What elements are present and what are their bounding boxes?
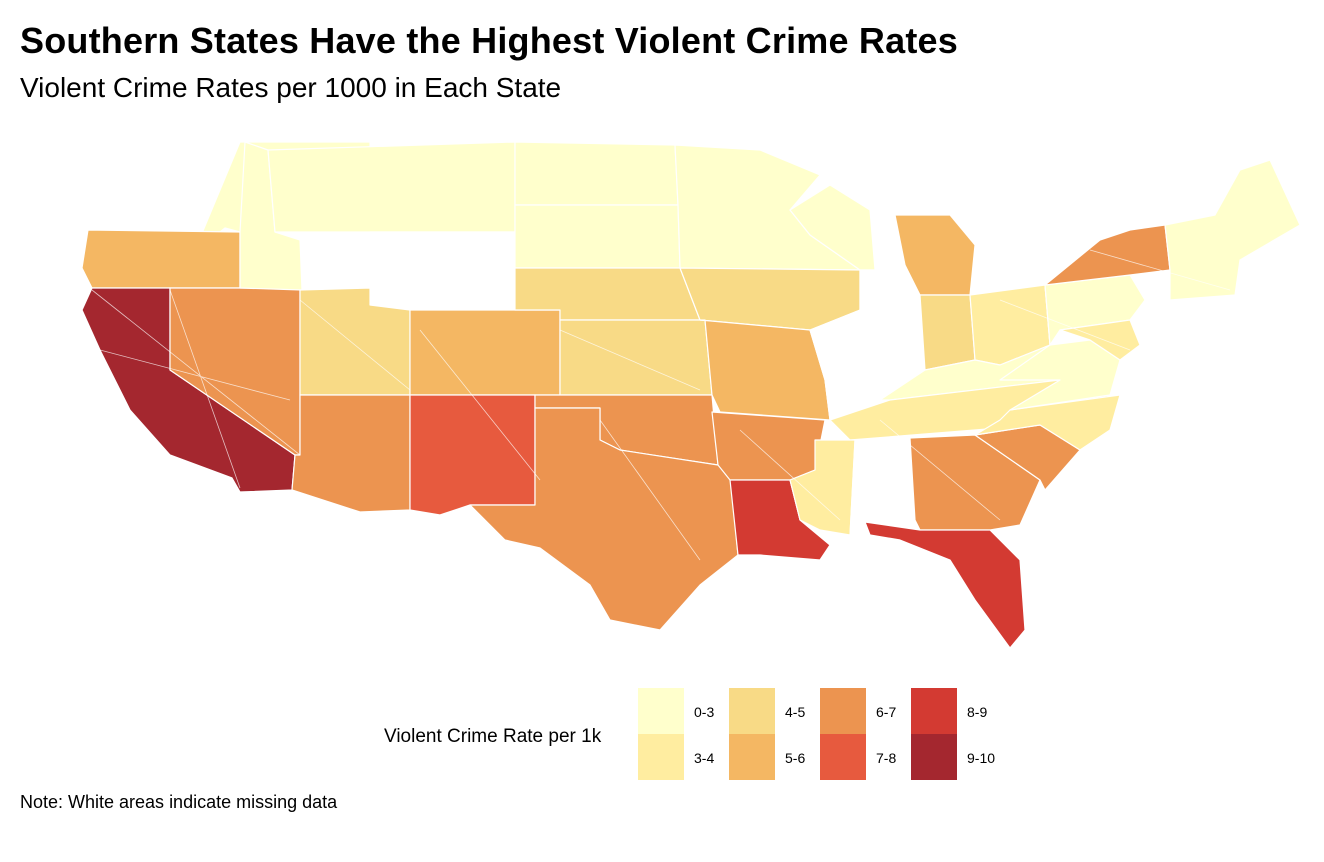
state-maryland	[1059, 319, 1141, 361]
legend-swatch	[638, 734, 684, 780]
map-title: Southern States Have the Highest Violent…	[20, 20, 958, 61]
legend-swatch	[911, 688, 957, 734]
state-virginia	[999, 339, 1121, 411]
state-montana	[267, 141, 516, 233]
legend-swatch	[638, 688, 684, 734]
us-choropleth-map	[81, 141, 1301, 649]
state-arizona	[291, 394, 411, 513]
state-new-england	[1164, 159, 1301, 301]
state-north-carolina	[974, 394, 1121, 451]
legend-swatch	[729, 688, 775, 734]
legend-swatch	[911, 734, 957, 780]
legend-label: 4-5	[785, 704, 806, 720]
state-new-mexico	[409, 394, 536, 516]
legend-label: 5-6	[785, 750, 806, 766]
state-kansas	[559, 319, 713, 396]
legend-title: Violent Crime Rate per 1k	[384, 726, 602, 747]
state-wyoming	[369, 231, 516, 311]
legend-label: 8-9	[967, 704, 988, 720]
legend-swatch	[820, 734, 866, 780]
state-missouri	[699, 319, 831, 421]
missing-data-note: Note: White areas indicate missing data	[20, 792, 338, 812]
legend-swatch	[820, 688, 866, 734]
map-subtitle: Violent Crime Rates per 1000 in Each Sta…	[20, 72, 562, 103]
legend-label: 3-4	[694, 750, 715, 766]
state-alabama	[849, 437, 916, 536]
state-indiana	[919, 294, 976, 371]
state-oregon	[81, 229, 241, 289]
state-arkansas	[711, 411, 826, 481]
state-florida	[864, 521, 1026, 649]
legend-label: 6-7	[876, 704, 897, 720]
legend: 0-3 3-4 4-5 5-6 6-7 7-8 8-9 9-10	[638, 688, 1028, 780]
state-north-dakota	[514, 141, 679, 206]
legend-label: 0-3	[694, 704, 715, 720]
texture-line	[91, 249, 1231, 561]
state-south-dakota	[514, 204, 681, 269]
legend-swatch	[729, 734, 775, 780]
state-idaho	[239, 141, 303, 291]
legend-label: 9-10	[967, 750, 996, 766]
state-colorado	[409, 309, 561, 396]
legend-label: 7-8	[876, 750, 897, 766]
state-texas	[469, 407, 739, 631]
